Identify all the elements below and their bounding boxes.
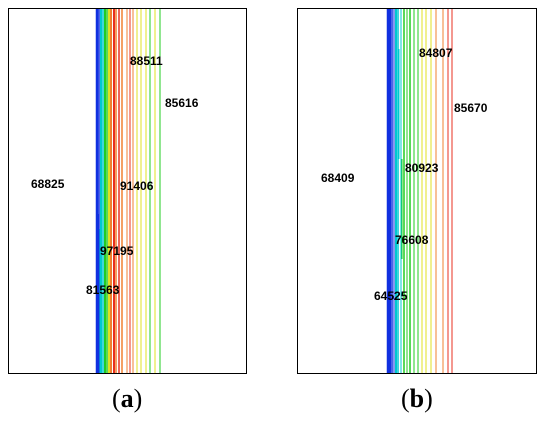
contour-label: 84807 [419,46,453,60]
contour-lines-a [95,9,161,373]
contour-label: 85616 [165,96,199,110]
contour-label: 91406 [120,179,154,193]
contour-lines-b [386,9,453,373]
contour-label: 80923 [405,161,439,175]
contour-label: 88511 [130,54,163,68]
contour-label: 97195 [100,244,134,258]
panel-a: 88511 85616 68825 91406 97195 81563 [8,8,247,374]
contour-label: 85670 [454,101,488,115]
caption-b: (b) [401,384,433,413]
contour-label: 76608 [395,233,429,247]
contour-label: 81563 [86,283,120,297]
contour-label: 68409 [321,171,355,185]
caption-a: (a) [112,384,143,413]
panel-b: 84807 85670 68409 80923 76608 64525 [297,8,537,374]
contour-label: 68825 [31,177,65,191]
contour-label: 64525 [374,289,408,303]
